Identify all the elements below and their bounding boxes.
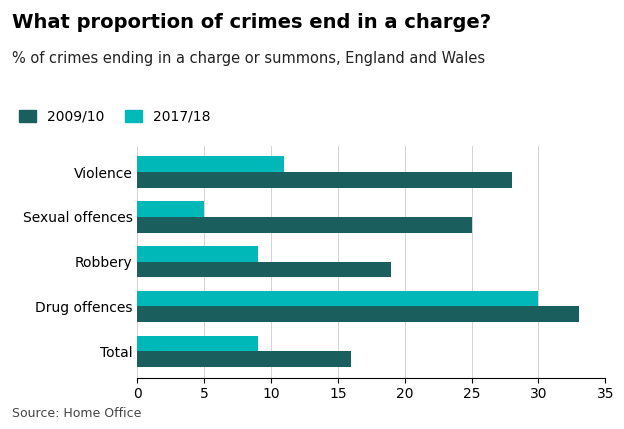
Bar <box>137 306 578 322</box>
Bar <box>137 201 204 217</box>
Bar <box>137 291 539 306</box>
Bar <box>137 262 391 278</box>
Text: % of crimes ending in a charge or summons, England and Wales: % of crimes ending in a charge or summon… <box>12 51 485 66</box>
Legend: 2009/10, 2017/18: 2009/10, 2017/18 <box>19 110 211 124</box>
Bar <box>137 217 472 233</box>
Text: Source: Home Office: Source: Home Office <box>12 408 142 420</box>
Bar <box>137 351 351 367</box>
Bar <box>137 157 285 172</box>
Bar <box>137 172 512 188</box>
Bar <box>137 246 258 262</box>
Bar <box>137 335 258 351</box>
Text: What proportion of crimes end in a charge?: What proportion of crimes end in a charg… <box>12 13 492 32</box>
